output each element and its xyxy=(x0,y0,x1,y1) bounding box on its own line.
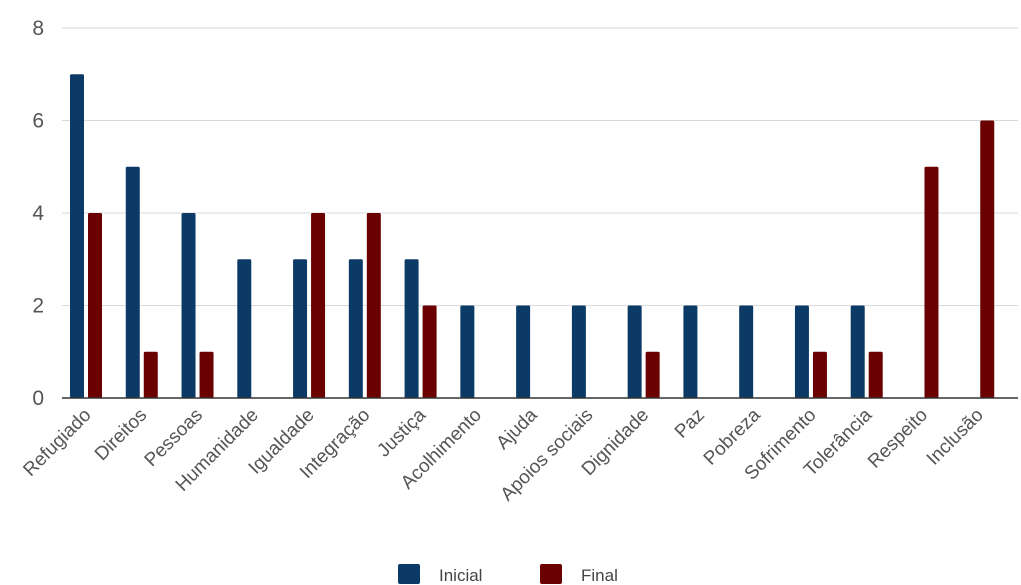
bars xyxy=(70,74,995,398)
bar-final xyxy=(88,213,102,398)
category-label: Refugiado xyxy=(19,405,95,481)
y-tick-label: 2 xyxy=(32,295,44,318)
bar-final xyxy=(422,305,437,398)
bar-inicial xyxy=(181,213,196,398)
legend: Inicial Final xyxy=(398,564,618,585)
bar-inicial xyxy=(794,305,809,398)
bar-inicial xyxy=(293,259,308,398)
bar-final xyxy=(924,166,939,398)
legend-swatch xyxy=(398,564,420,584)
bar-inicial xyxy=(70,74,84,398)
legend-label: Final xyxy=(581,566,618,585)
bar-inicial xyxy=(683,305,698,398)
category-label: Paz xyxy=(671,405,709,443)
bar-final xyxy=(645,351,660,398)
bar-final xyxy=(311,213,326,398)
category-label: Respeito xyxy=(864,405,932,473)
bar-final xyxy=(868,351,883,398)
y-tick-label: 0 xyxy=(32,387,44,410)
bar-inicial xyxy=(850,305,865,398)
y-axis-ticks: 0 2 4 6 8 xyxy=(32,17,44,410)
bar-inicial xyxy=(739,305,754,398)
bar-inicial xyxy=(571,305,586,398)
legend-label: Inicial xyxy=(439,566,482,585)
bar-final xyxy=(812,351,827,398)
y-tick-label: 8 xyxy=(32,17,44,40)
bar-final xyxy=(199,351,214,398)
category-labels: RefugiadoDireitosPessoasHumanidadeIguald… xyxy=(19,404,987,505)
bar-inicial xyxy=(627,305,642,398)
bar-inicial xyxy=(516,305,531,398)
bar-inicial xyxy=(125,166,140,398)
grid-layer xyxy=(62,27,1018,306)
bar-inicial xyxy=(348,259,363,398)
bar-final xyxy=(143,351,158,398)
bar-final xyxy=(366,213,381,398)
y-tick-label: 6 xyxy=(32,110,44,133)
bar-final xyxy=(980,120,995,398)
bar-inicial xyxy=(404,259,419,398)
category-label: Ajuda xyxy=(492,404,542,454)
legend-swatch xyxy=(540,564,562,584)
category-label: Inclusão xyxy=(923,405,988,470)
y-tick-label: 4 xyxy=(32,202,44,225)
bar-inicial xyxy=(460,305,475,398)
bar-inicial xyxy=(237,259,252,398)
